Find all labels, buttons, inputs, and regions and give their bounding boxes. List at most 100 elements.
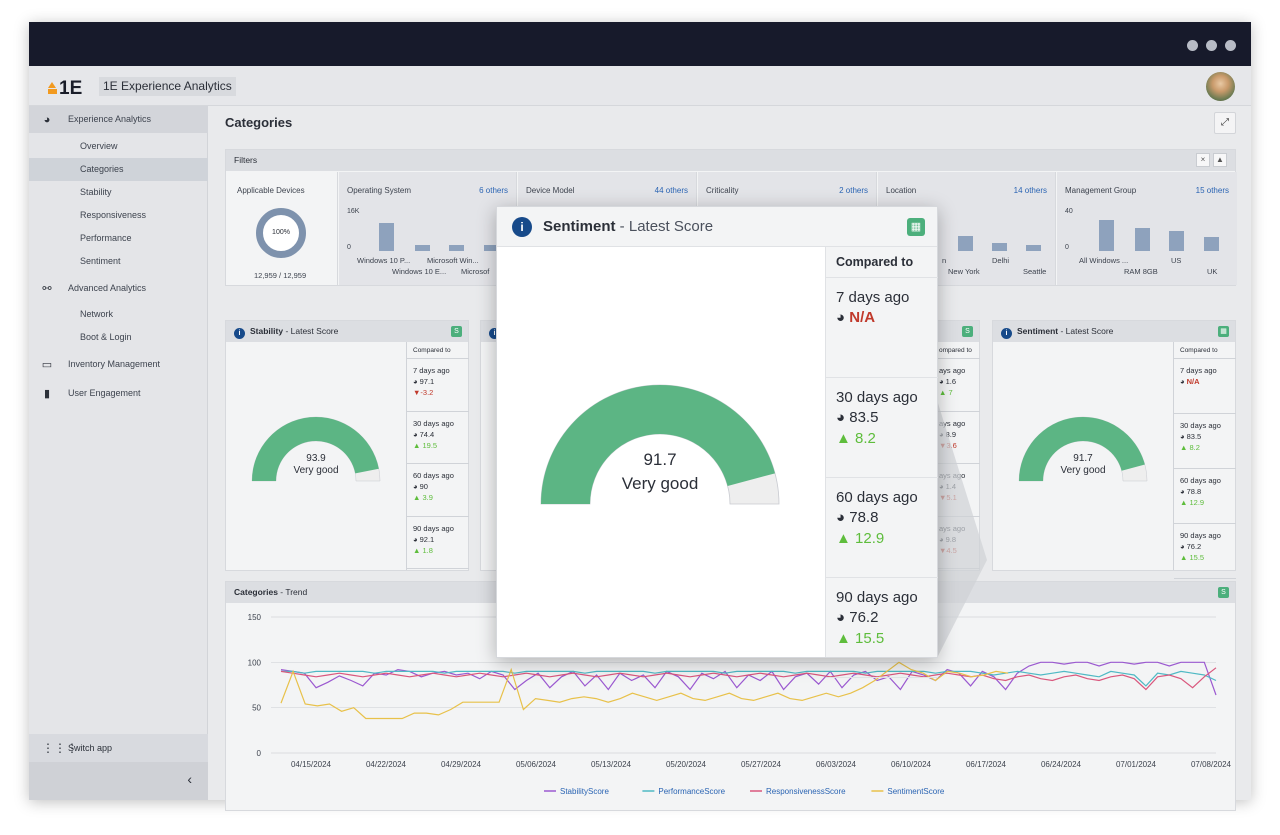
user-avatar[interactable] <box>1206 72 1235 101</box>
compared-period: 30 days ago <box>1180 421 1221 430</box>
sidebar-item-categories[interactable]: Categories <box>29 158 208 181</box>
filter-bar[interactable] <box>1204 237 1219 251</box>
compared-row: 7 days ago ◕ 97.1 ▼-3.2 <box>407 359 469 412</box>
sidebar-item-label: Advanced Analytics <box>68 283 147 293</box>
s-badge-icon[interactable]: S <box>451 326 462 337</box>
compared-change: ▲ 15.5 <box>836 630 885 647</box>
legend-item: ResponsivenessScore <box>750 787 846 796</box>
info-icon[interactable]: i <box>234 328 245 339</box>
compared-row: 30 days ago ◕ 83.5 ▲ 8.2 <box>1174 414 1236 469</box>
filter-bar[interactable] <box>1169 231 1184 251</box>
card-title: Sentiment <box>1017 326 1059 336</box>
gauge-fill <box>541 385 775 504</box>
window-controls[interactable] <box>1187 40 1236 51</box>
gauge-icon: ◕ <box>836 509 850 526</box>
card-subtitle: - Latest Score <box>285 326 339 336</box>
filter-bar[interactable] <box>379 223 394 251</box>
sidebar-item-boot-login[interactable]: Boot & Login <box>80 332 132 342</box>
sidebar-item-experience-analytics[interactable]: ◕ Experience Analytics <box>29 108 208 131</box>
filter-management-group[interactable]: Management Group 15 others 40 0 All Wind… <box>1057 172 1237 285</box>
filter-bar[interactable] <box>415 245 430 251</box>
sidebar-item-stability[interactable]: Stability <box>80 187 112 197</box>
compared-to-header: Compared to <box>826 247 938 278</box>
sidebar-item-sentiment[interactable]: Sentiment <box>80 256 121 266</box>
sidebar-item-inventory-management[interactable]: ▭ Inventory Management <box>29 353 208 376</box>
legend-item: StabilityScore <box>544 787 609 796</box>
window-dot-icon[interactable] <box>1225 40 1236 51</box>
sidebar-item-responsiveness[interactable]: Responsiveness <box>80 210 147 220</box>
x-tick-label: 06/17/2024 <box>966 760 1007 769</box>
popup-title: Sentiment - Latest Score <box>543 218 713 235</box>
filter-bar[interactable] <box>449 245 464 251</box>
window-dot-icon[interactable] <box>1206 40 1217 51</box>
sidebar-section-active-bg <box>29 106 208 133</box>
y-tick-label: 100 <box>248 658 262 667</box>
sidebar-item-advanced-analytics[interactable]: ⚯ Advanced Analytics <box>29 277 208 300</box>
compared-change: ▲ 3.9 <box>413 493 433 502</box>
collapse-filters-button[interactable]: ▲ <box>1213 153 1227 167</box>
compared-period: 60 days ago <box>1180 476 1221 485</box>
filter-others-link[interactable]: 14 others <box>1013 186 1047 195</box>
1e-logo[interactable]: 1E <box>46 76 90 96</box>
compared-value: ◕ 78.8 <box>836 509 879 526</box>
window-dot-icon[interactable] <box>1187 40 1198 51</box>
x-tick-label: 07/01/2024 <box>1116 760 1157 769</box>
card-header: i Sentiment - Latest Score <box>993 321 1235 342</box>
filter-others-link[interactable]: 44 others <box>654 186 688 195</box>
gauge-icon: ◕ <box>1180 487 1187 496</box>
filter-bar[interactable] <box>1026 245 1041 251</box>
expand-button[interactable]: ⤢ <box>1214 112 1236 134</box>
s-badge-icon[interactable]: S <box>1218 587 1229 598</box>
bar-label: n <box>942 256 947 265</box>
gauge-rating: Very good <box>293 465 338 476</box>
gauge-icon: ◕ <box>836 309 850 326</box>
compared-period: 7 days ago <box>413 366 450 375</box>
compared-change: ▲ 12.9 <box>836 530 885 547</box>
filter-bar[interactable] <box>992 243 1007 251</box>
windows-badge-icon[interactable]: ▦ <box>907 218 925 236</box>
compared-value: ◕ 76.2 <box>836 609 879 626</box>
sidebar-item-user-engagement[interactable]: ▮ User Engagement <box>29 382 208 405</box>
bar-label: Windows 10 P... <box>357 256 411 265</box>
info-icon[interactable]: i <box>1001 328 1012 339</box>
filter-bar[interactable] <box>1099 220 1114 251</box>
compared-period: 90 days ago <box>836 589 918 606</box>
compared-row: 60 days ago ◕ 78.8 ▲ 12.9 <box>1174 469 1236 524</box>
s-badge-icon[interactable]: S <box>962 326 973 337</box>
filter-label: Applicable Devices <box>237 186 305 195</box>
gauge-icon: ◕ <box>413 482 420 491</box>
popup-gauge: 91.7 Very good <box>540 384 780 505</box>
gauge-score: 93.9 <box>306 453 326 464</box>
sidebar-item-label: User Engagement <box>68 388 141 398</box>
info-icon[interactable]: i <box>512 217 532 237</box>
filter-bar[interactable] <box>1135 228 1150 251</box>
switch-app-button[interactable]: ⋮⋮⋮ Switch app <box>29 734 208 762</box>
bar-label: Microsof <box>461 267 490 276</box>
bar-label: New York <box>948 267 980 276</box>
card-title: Stability <box>250 326 284 336</box>
x-tick-label: 05/13/2024 <box>591 760 632 769</box>
info-icon[interactable]: i <box>489 328 500 339</box>
filter-others-link[interactable]: 2 others <box>839 186 868 195</box>
compared-to-column: Compared to 7 days ago ◕ N/A 30 days ago ◕ … <box>825 247 938 678</box>
filter-operating-system[interactable]: Operating System 6 others 16K 0 Windows … <box>339 172 517 285</box>
compared-row: 30 days ago ◕ 83.5 ▲ 8.2 <box>826 378 938 478</box>
compared-period: ays ago <box>939 366 966 375</box>
filter-others-link[interactable]: 15 others <box>1195 186 1229 195</box>
switch-app-label: Switch app <box>68 743 113 753</box>
compared-change: ▲ 15.5 <box>1180 553 1205 562</box>
filter-bar[interactable] <box>484 245 499 251</box>
filter-others-link[interactable]: 6 others <box>479 186 508 195</box>
filter-bar[interactable] <box>958 236 973 251</box>
bar-label: RAM 8GB <box>1124 267 1158 276</box>
applicable-devices-filter[interactable]: Applicable Devices 100% 12,959 / 12,959 <box>226 172 338 285</box>
gauge-fill <box>1019 417 1145 481</box>
sidebar-item-network[interactable]: Network <box>80 309 114 319</box>
close-filters-button[interactable]: × <box>1196 153 1210 167</box>
collapse-sidebar-button[interactable]: ‹ <box>29 762 208 800</box>
x-tick-label: 05/20/2024 <box>666 760 707 769</box>
sidebar-item-performance[interactable]: Performance <box>80 233 132 243</box>
gauge-score: 91.7 <box>643 450 676 469</box>
sidebar-item-overview[interactable]: Overview <box>80 141 118 151</box>
windows-badge-icon[interactable]: ▦ <box>1218 326 1229 337</box>
